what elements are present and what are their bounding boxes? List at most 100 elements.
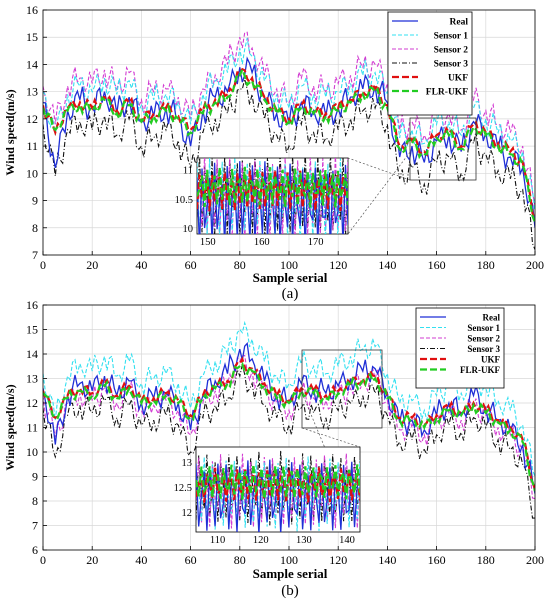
series-line-sensor_2 xyxy=(43,354,535,500)
ticks: 0 20 40 60 80 100 120 140 160 180 200 7 8 9 10 11 12 13 14… xyxy=(26,3,544,272)
y-tick-label: 10 xyxy=(26,445,38,459)
y-tick-label: 8 xyxy=(32,221,38,235)
inset-x-tick-label: 120 xyxy=(253,535,269,546)
legend-label-real: Real xyxy=(450,18,469,28)
y-tick-label: 8 xyxy=(32,494,38,508)
series-group xyxy=(43,31,535,250)
y-tick-label: 15 xyxy=(26,323,38,337)
y-tick-label: 11 xyxy=(26,421,38,435)
inset-y-tick-label: 10 xyxy=(183,224,194,235)
inset: 150 160 170 10 10.5 11 xyxy=(175,151,411,248)
inset-series-group xyxy=(197,158,348,234)
y-tick-label: 9 xyxy=(32,194,38,208)
panel-a: 0 20 40 60 80 100 120 140 160 180 200 7 8 9 10 11 12 13 14… xyxy=(3,3,544,302)
zoom-region xyxy=(301,349,383,429)
x-tick-label: 160 xyxy=(428,258,446,272)
inset-y-tick-label: 12 xyxy=(182,508,193,519)
x-tick-label: 80 xyxy=(234,553,246,567)
panel-label: (b) xyxy=(281,583,299,599)
y-tick-label: 7 xyxy=(32,248,38,262)
series-line-sensor_1 xyxy=(43,37,535,212)
x-tick-label: 20 xyxy=(86,258,98,272)
inset-series-line-sensor_1 xyxy=(197,158,348,234)
x-tick-label: 200 xyxy=(526,258,544,272)
y-tick-label: 7 xyxy=(32,519,38,533)
x-tick-label: 120 xyxy=(329,258,347,272)
y-tick-label: 10 xyxy=(26,166,38,180)
inset-series-line-sensor_3 xyxy=(196,450,360,526)
series-line-sensor_3 xyxy=(43,364,535,519)
legend-label-sensor_2: Sensor 2 xyxy=(467,334,500,344)
inset-y-tick-label: 10.5 xyxy=(175,195,193,206)
y-tick-label: 15 xyxy=(26,30,38,44)
series-line-flr_ukf xyxy=(43,361,535,492)
y-axis-title: Wind speed(m/s) xyxy=(3,89,17,175)
legend-label-ukf: UKF xyxy=(448,74,468,84)
inset-series-line-flr_ukf xyxy=(196,464,360,500)
inset-x-tick-label: 130 xyxy=(296,535,312,546)
y-tick-label: 9 xyxy=(32,470,38,484)
y-tick-label: 16 xyxy=(26,298,38,312)
y-tick-label: 6 xyxy=(32,543,38,557)
x-tick-label: 80 xyxy=(234,258,246,272)
series-line-flr_ukf xyxy=(43,66,535,223)
series-line-ukf xyxy=(43,67,535,221)
legend-label-sensor_3: Sensor 3 xyxy=(434,60,469,70)
y-tick-label: 13 xyxy=(26,372,38,386)
x-axis-title: Sample serial xyxy=(253,270,328,285)
ticks: 0 20 40 60 80 100 120 140 160 180 2006789101112131… xyxy=(26,298,544,567)
panel-b: 0 20 40 60 80 100 120 140 160 180 2006789101112131… xyxy=(3,298,544,599)
x-tick-label: 140 xyxy=(378,553,396,567)
x-tick-label: 0 xyxy=(40,258,46,272)
series-line-ukf xyxy=(43,356,535,490)
x-tick-label: 160 xyxy=(428,553,446,567)
x-tick-label: 0 xyxy=(40,553,46,567)
x-tick-label: 140 xyxy=(378,258,396,272)
legend-label-sensor_1: Sensor 1 xyxy=(467,323,500,333)
y-tick-label: 11 xyxy=(26,139,38,153)
inset-x-tick-label: 150 xyxy=(200,237,216,248)
legend-label-sensor_1: Sensor 1 xyxy=(434,32,469,42)
legend-label-ukf: UKF xyxy=(481,355,501,365)
inset-series-line-flr_ukf xyxy=(197,166,348,208)
x-tick-label: 40 xyxy=(135,258,147,272)
x-axis-title: Sample serial xyxy=(253,566,328,581)
inset: 110 120 130 140 12 12.5 13 xyxy=(174,392,361,546)
series-line-sensor_2 xyxy=(43,31,535,207)
y-tick-label: 14 xyxy=(26,347,38,361)
x-tick-label: 60 xyxy=(185,553,197,567)
x-tick-label: 20 xyxy=(86,553,98,567)
inset-connector xyxy=(347,151,411,235)
x-tick-label: 60 xyxy=(185,258,197,272)
y-tick-label: 12 xyxy=(26,112,38,126)
x-tick-label: 120 xyxy=(329,553,347,567)
inset-y-tick-label: 11 xyxy=(183,166,193,177)
inset-series-line-sensor_1 xyxy=(196,456,360,532)
x-tick-label: 200 xyxy=(526,553,544,567)
y-tick-label: 14 xyxy=(26,57,38,71)
y-tick-label: 13 xyxy=(26,85,38,99)
inset-y-tick-label: 13 xyxy=(182,458,193,469)
inset-connector xyxy=(347,157,411,181)
legend-label-sensor_3: Sensor 3 xyxy=(467,344,500,354)
y-axis-title: Wind speed(m/s) xyxy=(3,384,17,470)
y-tick-label: 16 xyxy=(26,3,38,17)
legend-label-flr_ukf: FLR-UKF xyxy=(426,88,468,98)
inset-series-line-real xyxy=(196,459,360,532)
zoom-region xyxy=(409,117,477,181)
inset-x-tick-label: 160 xyxy=(254,237,270,248)
series-line-sensor_3 xyxy=(43,79,535,250)
x-tick-label: 180 xyxy=(477,258,495,272)
legend-label-real: Real xyxy=(483,313,501,323)
x-tick-label: 180 xyxy=(477,553,495,567)
legend-label-flr_ukf: FLR-UKF xyxy=(460,365,500,375)
inset-x-tick-label: 110 xyxy=(210,535,225,546)
inset-x-tick-label: 170 xyxy=(308,237,324,248)
series-line-real xyxy=(43,56,535,228)
inset-x-tick-label: 140 xyxy=(339,535,355,546)
x-tick-label: 40 xyxy=(135,553,147,567)
y-tick-label: 12 xyxy=(26,396,38,410)
